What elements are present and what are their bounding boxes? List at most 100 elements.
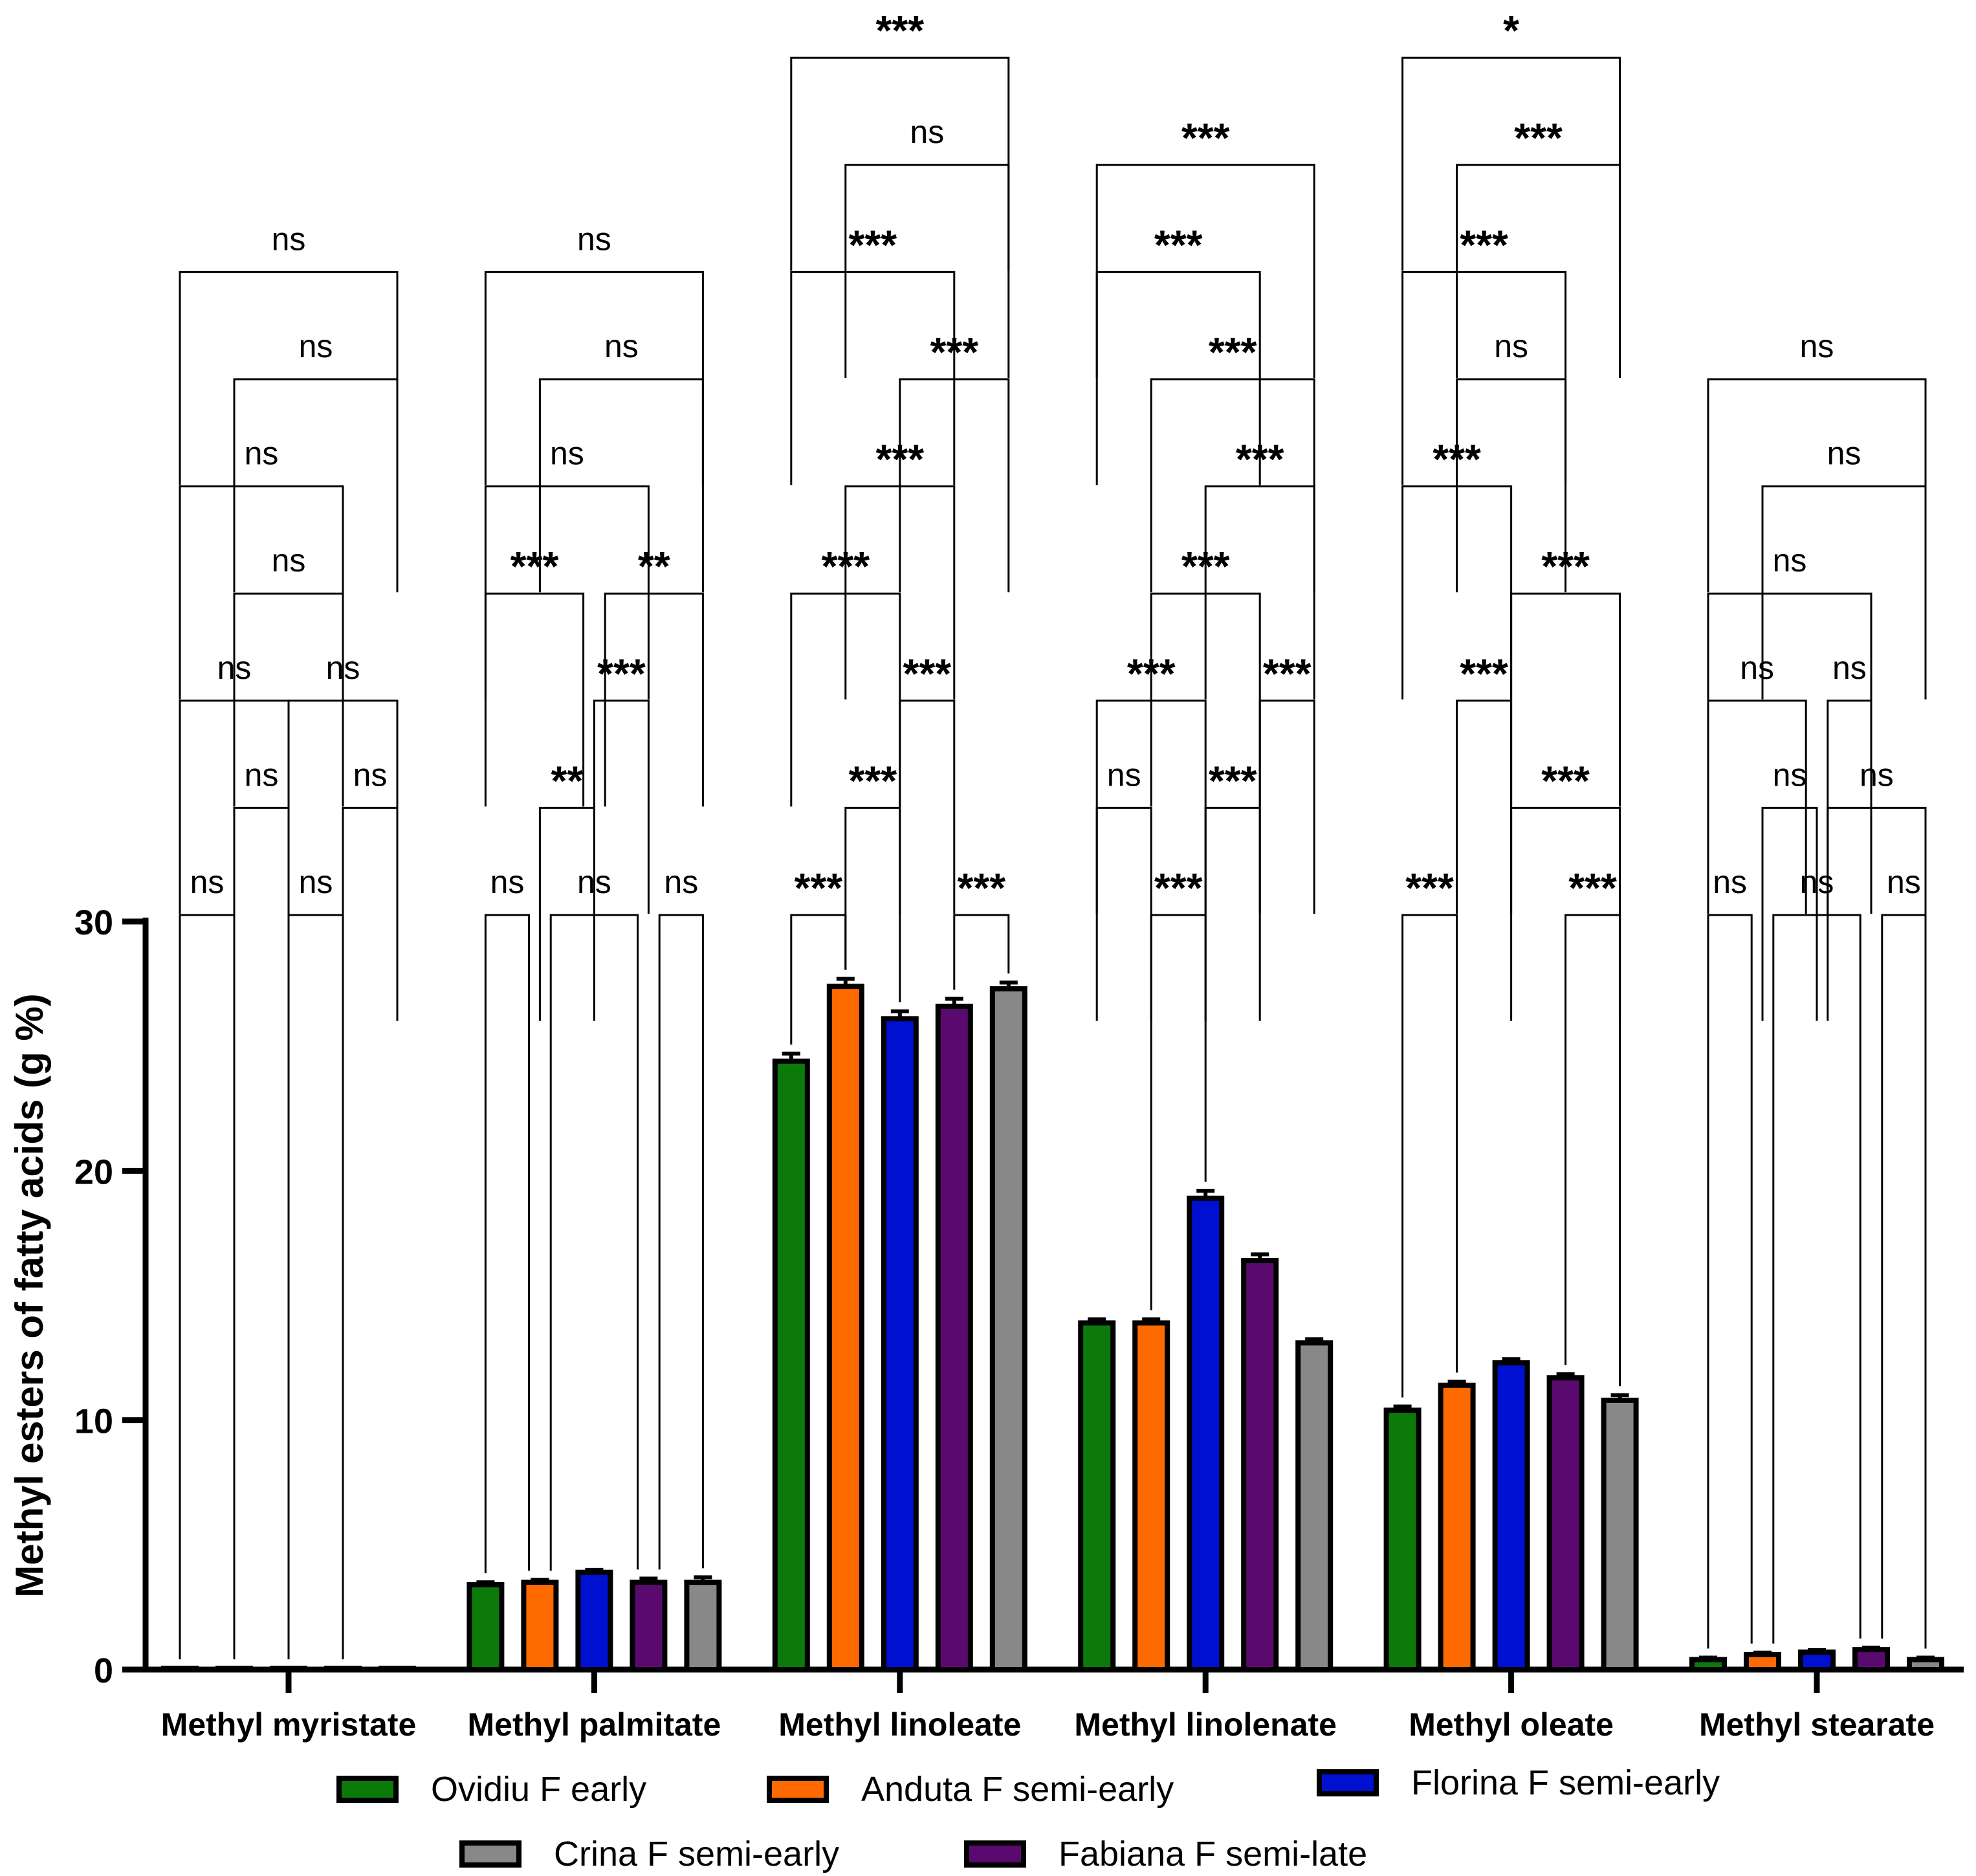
significance-bracket — [342, 806, 399, 1021]
bar-3 — [1492, 1360, 1530, 1673]
significance-label: ns — [1773, 756, 1807, 793]
significance-bracket — [484, 485, 650, 700]
significance-label: *** — [1460, 650, 1508, 697]
significance-label: ns — [272, 221, 306, 257]
significance-bracket — [790, 270, 956, 485]
significance-bracket — [593, 700, 650, 914]
significance-label: ns — [299, 328, 333, 364]
y-axis-title: Methyl esters of fatty acids (g %) — [8, 993, 51, 1598]
x-tick-label: Methyl oleate — [1409, 1706, 1614, 1743]
significance-bracket — [1772, 914, 1861, 1644]
significance-label: *** — [1263, 650, 1312, 697]
significance-bracket — [1095, 270, 1261, 485]
significance-bracket — [1827, 700, 1872, 914]
bar-2 — [521, 1580, 559, 1672]
significance-label: ns — [604, 328, 639, 364]
significance-label: *** — [848, 757, 897, 804]
significance-label: ns — [1740, 650, 1774, 686]
significance-bracket — [1761, 485, 1927, 700]
significance-bracket — [658, 914, 704, 1570]
significance-label: ** — [551, 757, 583, 804]
significance-bracket — [1095, 806, 1152, 1021]
bar-3 — [881, 1016, 919, 1672]
significance-bracket — [179, 914, 236, 1660]
significance-bracket — [179, 485, 344, 700]
significance-bracket — [604, 592, 704, 807]
significance-label: *** — [848, 221, 897, 268]
significance-bracket — [1827, 806, 1927, 1021]
bar-1 — [772, 1058, 810, 1672]
significance-bracket — [844, 806, 901, 1002]
significance-bracket — [1095, 164, 1315, 378]
significance-label: ns — [577, 221, 611, 257]
significance-label: ns — [190, 864, 225, 900]
bar-1 — [1383, 1407, 1422, 1673]
x-tick-label: Methyl linolenate — [1074, 1706, 1337, 1743]
y-tick-label: 30 — [74, 903, 113, 942]
significance-bracket — [287, 914, 344, 1660]
significance-label: ** — [638, 543, 670, 590]
bar-5 — [1295, 1340, 1334, 1673]
significance-label: *** — [1568, 865, 1617, 911]
y-tick-label: 10 — [74, 1402, 113, 1441]
significance-label: ns — [910, 114, 944, 150]
significance-label: *** — [1154, 865, 1203, 911]
significance-label: *** — [1209, 757, 1257, 804]
significance-bracket — [538, 378, 704, 593]
significance-label: * — [1503, 7, 1519, 54]
bar-1 — [1689, 1657, 1727, 1673]
significance-bracket — [1456, 378, 1567, 593]
significance-label: ns — [550, 436, 584, 472]
bar-2 — [826, 984, 864, 1672]
x-tick-label: Methyl palmitate — [468, 1706, 721, 1743]
significance-bracket — [233, 378, 399, 593]
significance-bracket — [1401, 56, 1621, 271]
significance-bracket — [1707, 914, 1753, 1649]
significance-bracket — [1401, 914, 1458, 1398]
x-tick-label: Methyl myristate — [161, 1706, 417, 1743]
significance-bracket — [1510, 592, 1621, 807]
bar-5 — [1907, 1657, 1944, 1673]
bar-5 — [989, 986, 1027, 1672]
bar-3 — [575, 1569, 613, 1672]
significance-label: ns — [1494, 328, 1528, 364]
bar-5 — [1601, 1397, 1639, 1673]
significance-bracket — [790, 56, 1010, 271]
bar-5 — [684, 1580, 722, 1672]
bar-4 — [935, 1004, 973, 1672]
significance-label: ns — [299, 864, 333, 900]
significance-label: ns — [664, 864, 698, 900]
significance-bracket — [844, 164, 1010, 378]
significance-label: *** — [903, 650, 951, 697]
significance-label: ns — [490, 864, 525, 900]
bar-1 — [1078, 1320, 1116, 1673]
significance-label: ns — [353, 756, 388, 793]
significance-label: ns — [1107, 756, 1141, 793]
significance-label: ns — [1860, 756, 1894, 793]
y-tick-label: 20 — [74, 1153, 113, 1191]
bar-2 — [1744, 1651, 1781, 1672]
significance-label: ns — [1887, 864, 1921, 900]
significance-bracket — [1510, 806, 1621, 1021]
significance-label: ns — [245, 756, 279, 793]
significance-bracket — [484, 592, 585, 807]
bar-4 — [1546, 1375, 1585, 1672]
significance-bracket — [953, 914, 1010, 990]
significance-label: *** — [1460, 221, 1508, 268]
significance-label: ns — [1713, 864, 1747, 900]
significance-bracket — [484, 914, 531, 1574]
significance-label: ns — [245, 436, 279, 472]
significance-bracket — [1204, 485, 1315, 700]
x-tick-label: Methyl stearate — [1699, 1706, 1935, 1743]
significance-label: *** — [1154, 221, 1203, 268]
bar-4 — [1241, 1258, 1279, 1672]
significance-bracket — [1707, 378, 1927, 593]
significance-label: *** — [875, 7, 924, 54]
significance-bracket — [1456, 700, 1513, 914]
significance-bracket — [1881, 914, 1927, 1649]
bar-2 — [1438, 1382, 1476, 1672]
bar-2 — [1132, 1320, 1170, 1673]
significance-label: *** — [1181, 115, 1230, 161]
